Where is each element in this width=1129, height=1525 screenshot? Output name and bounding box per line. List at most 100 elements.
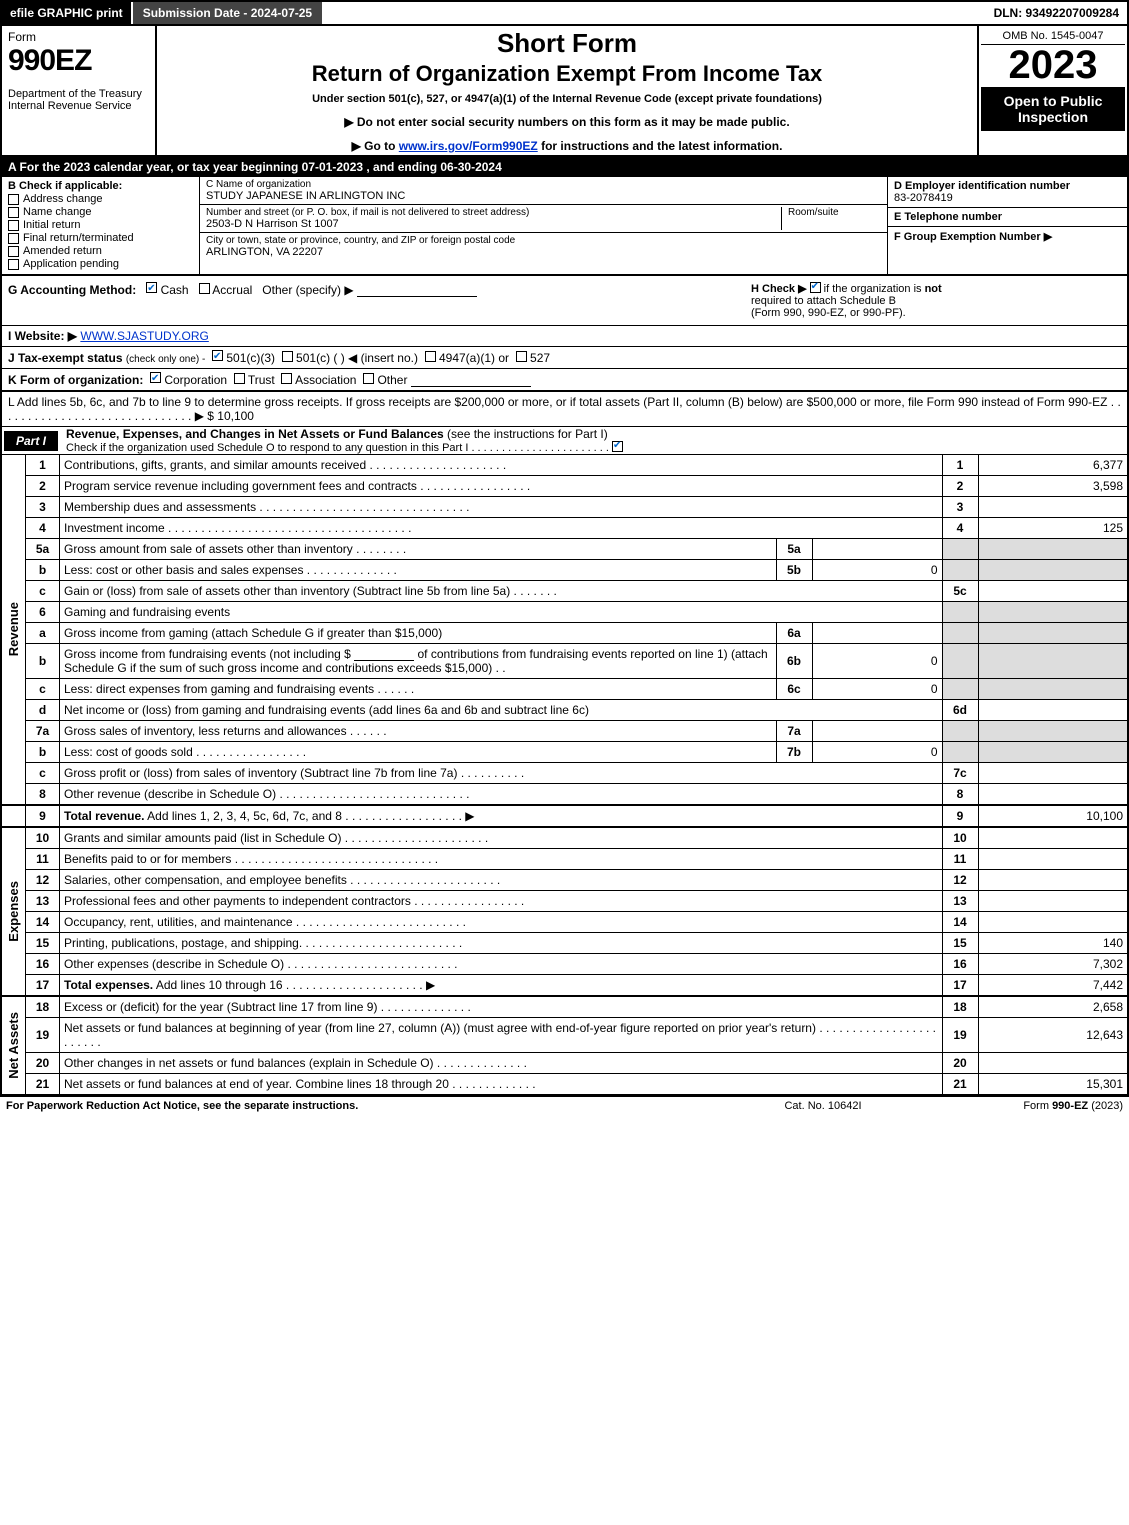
checkbox-icon[interactable] (8, 246, 19, 257)
line-2: 2 Program service revenue including gove… (1, 476, 1128, 497)
row-k-org-form: K Form of organization: Corporation Trus… (0, 369, 1129, 392)
under-section: Under section 501(c), 527, or 4947(a)(1)… (163, 93, 971, 105)
line-13: 13 Professional fees and other payments … (1, 891, 1128, 912)
cb-501c3[interactable] (212, 350, 223, 361)
col-b-checkboxes: B Check if applicable: Address change Na… (2, 177, 200, 274)
goto-link[interactable]: www.irs.gov/Form990EZ (399, 139, 538, 153)
checkbox-icon[interactable] (8, 194, 19, 205)
j-4947: 4947(a)(1) or (439, 351, 509, 365)
j-501c: 501(c) ( ) ◀ (insert no.) (296, 351, 418, 365)
cb-4947[interactable] (425, 351, 436, 362)
checkbox-icon[interactable] (8, 220, 19, 231)
line-15: 15 Printing, publications, postage, and … (1, 933, 1128, 954)
netassets-side-label: Net Assets (1, 996, 26, 1095)
k-label: K Form of organization: (8, 373, 143, 387)
line-6b: b Gross income from fundraising events (… (1, 644, 1128, 679)
k-assoc: Association (295, 373, 356, 387)
cb-corp[interactable] (150, 372, 161, 383)
revenue-vertical: Revenue (6, 602, 21, 656)
line-6c: c Less: direct expenses from gaming and … (1, 679, 1128, 700)
line-6: 6 Gaming and fundraising events (1, 602, 1128, 623)
cb-trust[interactable] (234, 373, 245, 384)
line-ref: 1 (942, 455, 978, 476)
cb-assoc[interactable] (281, 373, 292, 384)
row-i-website: I Website: ▶ WWW.SJASTUDY.ORG (0, 326, 1129, 347)
ein-box: D Employer identification number 83-2078… (888, 177, 1127, 208)
other-label: Other (specify) ▶ (262, 283, 353, 297)
line-val: 6,377 (978, 455, 1128, 476)
accounting-label: G Accounting Method: (8, 283, 136, 297)
city-label: City or town, state or province, country… (206, 235, 881, 246)
k-trust: Trust (248, 373, 275, 387)
cb-schedule-b[interactable] (810, 282, 821, 293)
cb-name-change[interactable]: Name change (8, 206, 193, 218)
page-footer: For Paperwork Reduction Act Notice, see … (0, 1096, 1129, 1115)
other-fill[interactable] (357, 285, 477, 297)
goto-line: ▶ Go to www.irs.gov/Form990EZ for instru… (163, 139, 971, 153)
h-text3: required to attach Schedule B (751, 295, 896, 307)
website-label: I Website: ▶ (8, 329, 77, 343)
line-14: 14 Occupancy, rent, utilities, and maint… (1, 912, 1128, 933)
h-text1: H Check ▶ (751, 283, 807, 295)
title-center: Short Form Return of Organization Exempt… (157, 26, 977, 155)
title-right: OMB No. 1545-0047 2023 Open to Public In… (977, 26, 1127, 155)
cb-application-pending[interactable]: Application pending (8, 258, 193, 270)
org-name-label: C Name of organization (206, 179, 881, 190)
cb-initial-return[interactable]: Initial return (8, 219, 193, 231)
h-text2: if the organization is (824, 283, 922, 295)
efile-label[interactable]: efile GRAPHIC print (2, 2, 131, 24)
ein-value: 83-2078419 (894, 192, 1121, 204)
line-21: 21 Net assets or fund balances at end of… (1, 1074, 1128, 1096)
cb-accrual[interactable] (199, 283, 210, 294)
top-bar: efile GRAPHIC print Submission Date - 20… (0, 0, 1129, 26)
line-7a: 7a Gross sales of inventory, less return… (1, 721, 1128, 742)
footer-form-post: (2023) (1088, 1100, 1123, 1112)
form-id-box: Form 990EZ Department of the Treasury In… (2, 26, 157, 155)
footer-catalog: Cat. No. 10642I (723, 1100, 923, 1112)
irs-label: Internal Revenue Service (8, 100, 149, 112)
line-6a: a Gross income from gaming (attach Sched… (1, 623, 1128, 644)
line-6d: d Net income or (loss) from gaming and f… (1, 700, 1128, 721)
line-20: 20 Other changes in net assets or fund b… (1, 1053, 1128, 1074)
cb-label: Initial return (23, 219, 80, 231)
checkbox-icon[interactable] (8, 207, 19, 218)
row-j-tax-exempt: J Tax-exempt status (check only one) - 5… (0, 347, 1129, 369)
addr-value: 2503-D N Harrison St 1007 (206, 218, 781, 230)
short-form-title: Short Form (163, 28, 971, 59)
col-c-org: C Name of organization STUDY JAPANESE IN… (200, 177, 887, 274)
line-5b: b Less: cost or other basis and sales ex… (1, 560, 1128, 581)
cb-schedule-o[interactable] (612, 441, 623, 452)
cb-amended-return[interactable]: Amended return (8, 245, 193, 257)
submission-date: Submission Date - 2024-07-25 (131, 2, 322, 24)
phone-box: E Telephone number (888, 208, 1127, 227)
line-1: Revenue 1 Contributions, gifts, grants, … (1, 455, 1128, 476)
cb-other[interactable] (363, 373, 374, 384)
tax-year: 2023 (981, 45, 1125, 85)
j-501c3: 501(c)(3) (226, 351, 275, 365)
cb-final-return[interactable]: Final return/terminated (8, 232, 193, 244)
org-name-box: C Name of organization STUDY JAPANESE IN… (200, 177, 887, 205)
row-a-taxyear: A For the 2023 calendar year, or tax yea… (0, 157, 1129, 177)
part1-header: Part I Revenue, Expenses, and Changes in… (0, 427, 1129, 455)
group-exemption-label: F Group Exemption Number ▶ (894, 230, 1121, 243)
line-desc: Contributions, gifts, grants, and simila… (60, 455, 943, 476)
open-public-badge: Open to Public Inspection (981, 87, 1125, 131)
line-3: 3 Membership dues and assessments . . . … (1, 497, 1128, 518)
cb-cash[interactable] (146, 282, 157, 293)
cb-label: Address change (23, 193, 103, 205)
cb-address-change[interactable]: Address change (8, 193, 193, 205)
section-bcdef: B Check if applicable: Address change Na… (0, 177, 1129, 276)
l-value: $ 10,100 (207, 409, 254, 423)
ein-label: D Employer identification number (894, 180, 1121, 192)
cb-527[interactable] (516, 351, 527, 362)
j-label: J Tax-exempt status (8, 351, 123, 365)
org-city-box: City or town, state or province, country… (200, 233, 887, 260)
website-link[interactable]: WWW.SJASTUDY.ORG (80, 329, 208, 343)
goto-pre: ▶ Go to (352, 139, 399, 153)
cb-501c[interactable] (282, 351, 293, 362)
row-l-gross-receipts: L Add lines 5b, 6c, and 7b to line 9 to … (0, 392, 1129, 427)
checkbox-icon[interactable] (8, 233, 19, 244)
k-other-fill[interactable] (411, 375, 531, 387)
checkbox-icon[interactable] (8, 259, 19, 270)
expenses-side-label: Expenses (1, 827, 26, 996)
